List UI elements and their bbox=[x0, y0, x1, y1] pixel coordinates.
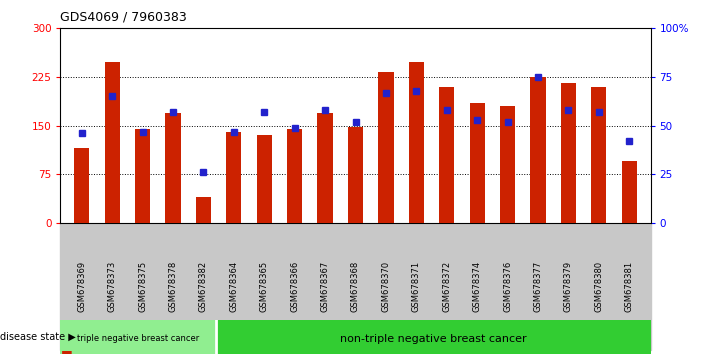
Text: non-triple negative breast cancer: non-triple negative breast cancer bbox=[340, 334, 526, 344]
Text: GDS4069 / 7960383: GDS4069 / 7960383 bbox=[60, 11, 187, 24]
Bar bbox=[74, 148, 90, 223]
Text: GSM678371: GSM678371 bbox=[412, 261, 421, 312]
Bar bbox=[257, 135, 272, 223]
Bar bbox=[592, 87, 606, 223]
Bar bbox=[621, 161, 637, 223]
Text: disease state ▶: disease state ▶ bbox=[0, 332, 76, 342]
Bar bbox=[60, 320, 215, 354]
Bar bbox=[530, 77, 545, 223]
Bar bbox=[469, 103, 485, 223]
Bar bbox=[378, 73, 393, 223]
Bar bbox=[500, 106, 515, 223]
Text: GSM678365: GSM678365 bbox=[260, 261, 269, 312]
Bar bbox=[561, 84, 576, 223]
Bar bbox=[409, 62, 424, 223]
Text: GSM678375: GSM678375 bbox=[138, 261, 147, 312]
Text: GSM678364: GSM678364 bbox=[230, 261, 238, 312]
Bar bbox=[226, 132, 242, 223]
Bar bbox=[439, 87, 454, 223]
Text: triple negative breast cancer: triple negative breast cancer bbox=[77, 335, 199, 343]
Text: GSM678381: GSM678381 bbox=[625, 261, 634, 312]
Bar bbox=[215, 320, 651, 354]
Text: GSM678378: GSM678378 bbox=[169, 261, 178, 312]
Text: GSM678368: GSM678368 bbox=[351, 261, 360, 312]
Text: ■: ■ bbox=[60, 348, 73, 354]
Text: GSM678377: GSM678377 bbox=[533, 261, 542, 312]
Text: GSM678370: GSM678370 bbox=[381, 261, 390, 312]
Text: GSM678372: GSM678372 bbox=[442, 261, 451, 312]
Text: GSM678373: GSM678373 bbox=[107, 261, 117, 312]
Bar bbox=[348, 127, 363, 223]
Bar bbox=[135, 129, 150, 223]
Bar bbox=[105, 62, 119, 223]
Text: GSM678366: GSM678366 bbox=[290, 261, 299, 312]
Text: GSM678374: GSM678374 bbox=[473, 261, 481, 312]
Bar bbox=[287, 129, 302, 223]
Text: GSM678380: GSM678380 bbox=[594, 261, 604, 312]
Bar bbox=[166, 113, 181, 223]
Bar bbox=[196, 197, 211, 223]
Text: GSM678369: GSM678369 bbox=[77, 261, 86, 312]
Bar bbox=[318, 113, 333, 223]
Text: GSM678367: GSM678367 bbox=[321, 261, 330, 312]
Text: GSM678376: GSM678376 bbox=[503, 261, 512, 312]
Text: GSM678382: GSM678382 bbox=[199, 261, 208, 312]
Text: GSM678379: GSM678379 bbox=[564, 261, 573, 312]
